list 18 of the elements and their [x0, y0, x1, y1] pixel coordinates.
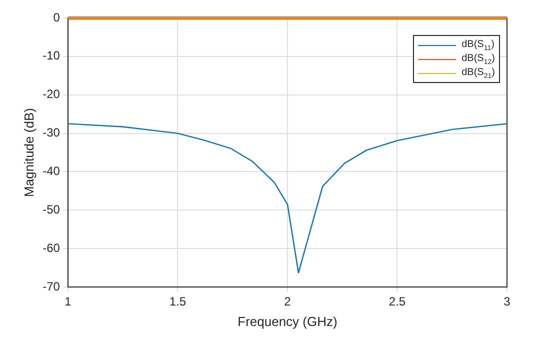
y-tick-label: -70	[42, 279, 60, 294]
y-tick-label: -50	[42, 202, 60, 216]
legend-label: dB(S$_{21}$)	[462, 66, 495, 80]
legend-label: dB(S$_{12}$)	[462, 52, 495, 66]
y-tick-label: -30	[42, 126, 60, 140]
x-tick-label: 1	[64, 294, 72, 309]
x-axis-title: Frequency (GHz)	[238, 314, 338, 329]
legend-label: dB(S$_{11}$)	[462, 38, 494, 52]
y-tick-label: -40	[42, 164, 60, 178]
y-tick-label: 0	[53, 10, 60, 24]
y-tick-label: -20	[42, 87, 60, 102]
y-tick-label: -10	[42, 48, 60, 63]
x-tick-label: 2.5	[388, 294, 406, 309]
x-tick-label: 3	[504, 294, 511, 309]
y-tick-label: -60	[42, 240, 60, 255]
x-tick-label: 2	[284, 294, 292, 309]
y-axis-title: Magnitude (dB)	[21, 108, 36, 197]
x-tick-label: 1.5	[169, 294, 186, 309]
